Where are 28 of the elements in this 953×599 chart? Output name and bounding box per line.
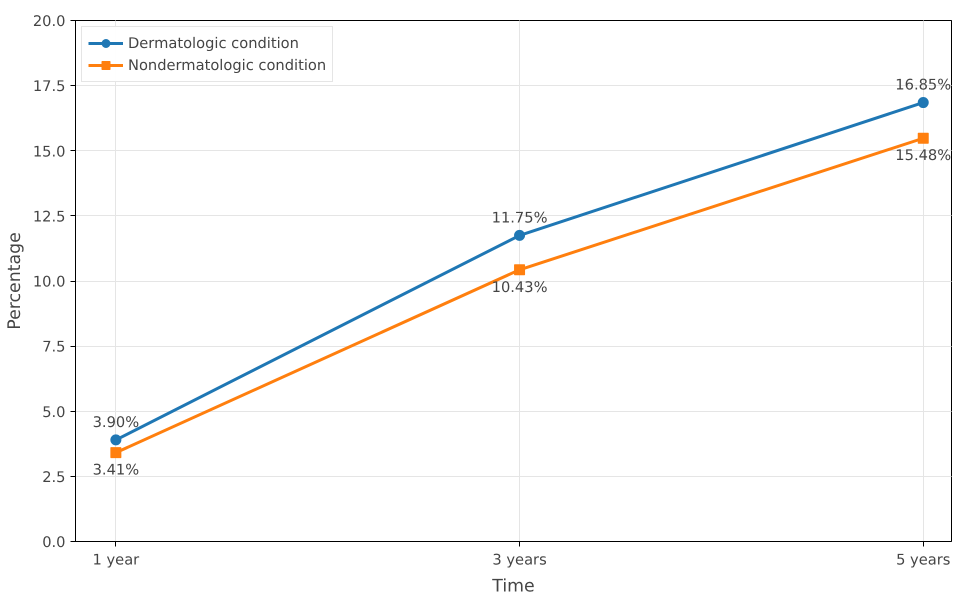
- data-label: 10.43%: [492, 278, 548, 296]
- data-label: 3.90%: [92, 414, 140, 431]
- x-axis-title: Time: [491, 576, 535, 596]
- y-tick-label: 15.0: [32, 143, 66, 160]
- y-tick-label: 10.0: [32, 274, 66, 290]
- point: [514, 264, 526, 276]
- y-tick-label: 2.5: [42, 468, 66, 486]
- y-tick-label: 7.5: [42, 338, 66, 356]
- y-axis-title: Percentage: [4, 232, 25, 330]
- y-tick-label: 0.0: [42, 534, 66, 551]
- y-tick-label: 5.0: [42, 404, 66, 421]
- x-tick-label: 1 year: [92, 552, 140, 568]
- point: [514, 230, 526, 241]
- x-tick-label: 3 years: [492, 552, 547, 568]
- point: [110, 434, 122, 446]
- x-tick-label: 5 years: [896, 552, 950, 568]
- data-label: 15.48%: [895, 147, 952, 164]
- data-label: 3.41%: [92, 462, 140, 479]
- y-tick-label: 20.0: [32, 13, 66, 30]
- legend-label: Nondermatologic condition: [128, 56, 326, 74]
- y-tick-label: 17.5: [32, 78, 66, 96]
- point: [918, 132, 929, 144]
- data-label: 11.75%: [492, 209, 548, 226]
- point: [918, 97, 929, 108]
- point: [110, 447, 122, 458]
- data-label: 16.85%: [895, 76, 952, 94]
- y-tick-label: 12.5: [32, 208, 66, 226]
- legend-label: Dermatologic condition: [128, 34, 299, 52]
